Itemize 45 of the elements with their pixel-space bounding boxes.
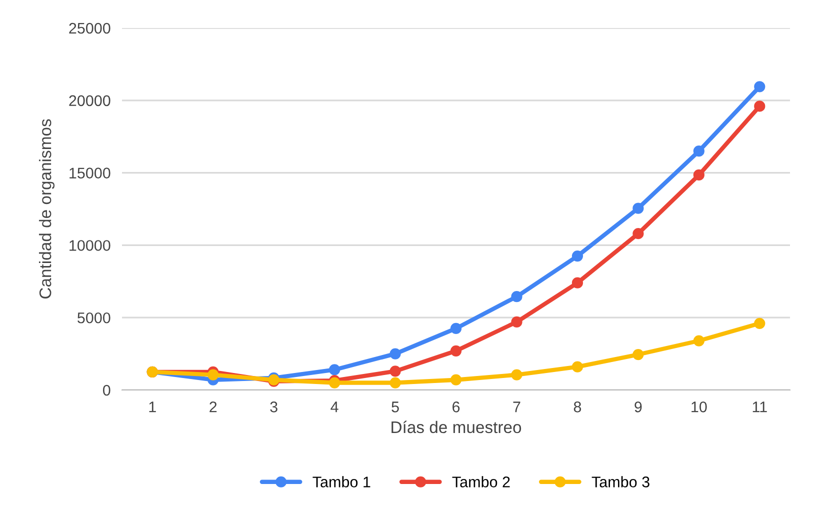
point [390, 366, 401, 377]
point [511, 316, 522, 328]
legend-label: Tambo 2 [452, 476, 510, 488]
legend-label: Tambo 1 [312, 476, 370, 488]
point [511, 291, 522, 302]
x-tick-label: 4 [330, 402, 338, 412]
point [632, 228, 644, 240]
point [754, 100, 766, 112]
x-tick-label: 10 [692, 402, 707, 412]
point [572, 250, 584, 262]
x-tick-label: 11 [752, 402, 767, 412]
point [693, 169, 704, 181]
point [754, 318, 766, 329]
x-tick-label: 2 [210, 402, 217, 412]
x-tick-label: 8 [574, 402, 582, 412]
legend-label: Tambo 3 [592, 476, 650, 488]
point [450, 345, 462, 356]
x-tick-label: 3 [270, 402, 278, 412]
y-tick-label: 10000 [70, 240, 110, 251]
y-tick-label: 20000 [69, 95, 110, 106]
x-tick-label: 5 [392, 402, 399, 412]
y-tick-label: 25000 [69, 22, 110, 34]
point [693, 146, 704, 157]
y-tick-label: 15000 [70, 168, 110, 178]
point [572, 361, 584, 372]
x-tick-label: 7 [513, 402, 520, 412]
point [572, 277, 584, 288]
point [328, 364, 340, 376]
point [450, 374, 462, 386]
x-tick-label: 9 [634, 402, 642, 412]
point [632, 348, 644, 360]
point [511, 369, 522, 380]
point [390, 377, 401, 388]
point [390, 348, 401, 360]
y-tick-label: 0 [102, 384, 110, 396]
y-tick-label: 5000 [78, 312, 110, 324]
point [208, 369, 219, 380]
point [632, 202, 644, 214]
point [693, 335, 704, 346]
point [450, 322, 462, 334]
x-tick-label: 1 [149, 402, 156, 412]
point [754, 81, 766, 92]
x-axis-title: Días de muestreo [392, 420, 522, 434]
x-tick-label: 6 [452, 402, 460, 412]
y-axis-title: Cantidad de organismos [38, 119, 55, 298]
